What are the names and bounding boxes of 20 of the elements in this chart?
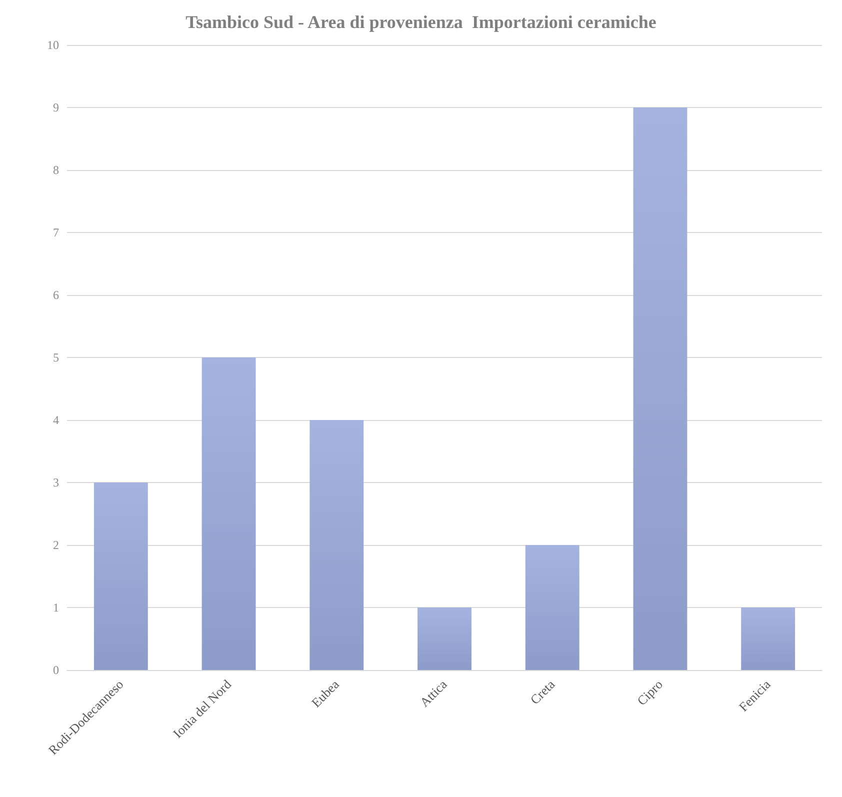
y-tick-label: 0	[53, 663, 59, 677]
bar	[418, 608, 472, 670]
y-tick-label: 9	[53, 100, 59, 114]
bar	[310, 420, 364, 670]
chart-title: Tsambico Sud - Area di provenienza Importazioni ceramiche	[186, 12, 656, 32]
bar	[525, 545, 580, 670]
y-tick-label: 5	[53, 350, 59, 364]
y-tick-label: 4	[53, 413, 59, 427]
bar	[633, 108, 688, 670]
bar	[94, 482, 148, 670]
y-tick-label: 8	[53, 163, 59, 177]
bar	[202, 358, 256, 670]
y-tick-label: 3	[53, 476, 59, 490]
y-tick-label: 6	[53, 288, 59, 302]
y-tick-label: 10	[47, 38, 59, 52]
x-tick-label: Creta	[527, 676, 558, 708]
y-tick-label: 7	[53, 226, 59, 240]
y-tick-label: 2	[53, 538, 59, 552]
y-tick-label: 1	[53, 600, 59, 614]
bar	[741, 608, 796, 670]
